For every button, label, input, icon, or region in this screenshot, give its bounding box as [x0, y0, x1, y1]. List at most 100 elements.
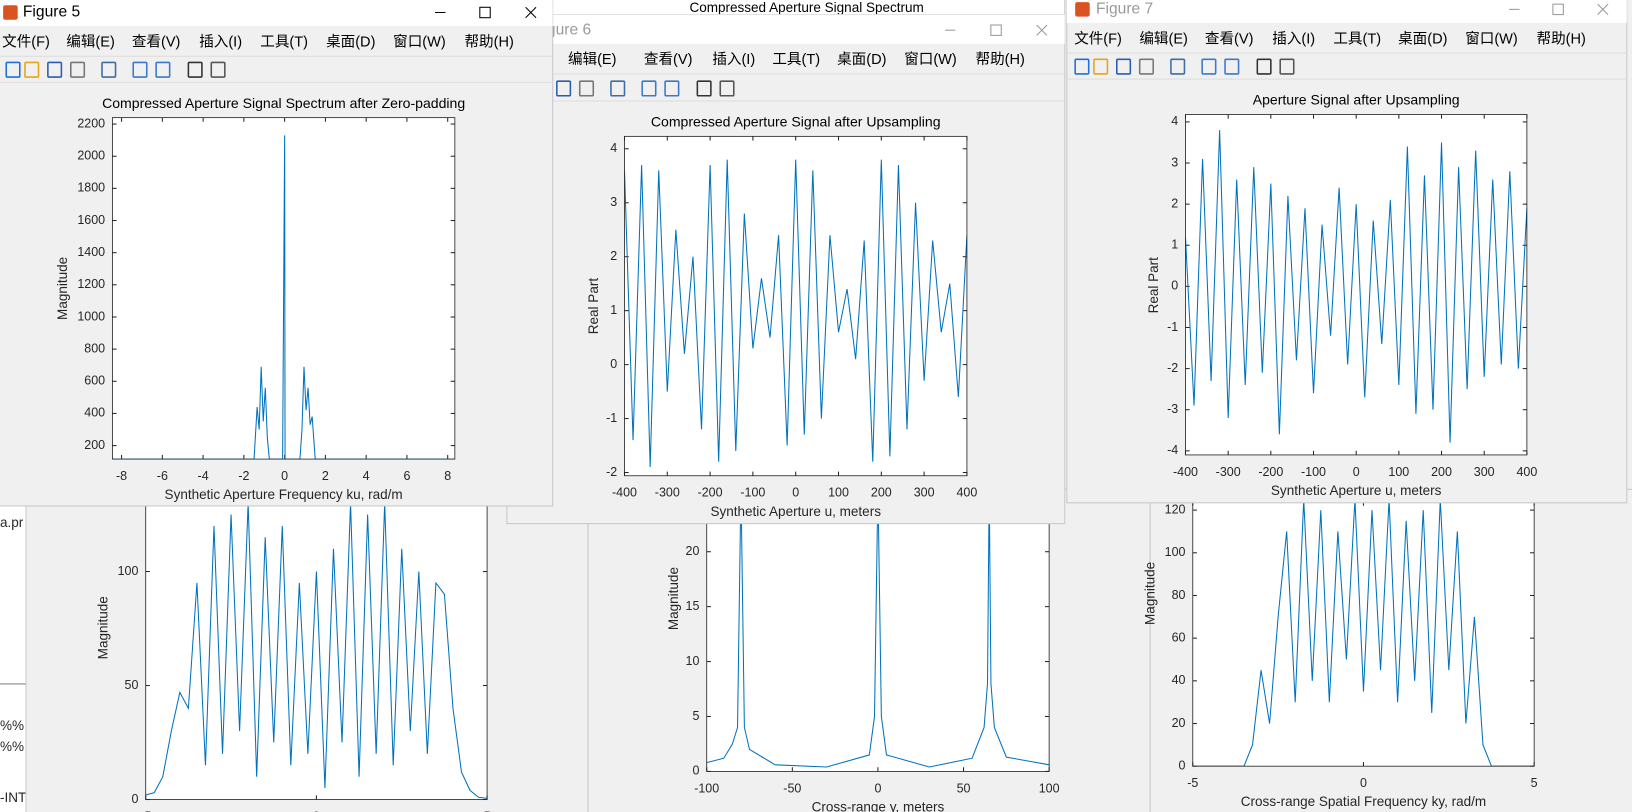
toolbar-button[interactable] — [1093, 58, 1109, 75]
toolbar-button[interactable] — [556, 80, 572, 97]
editor-panel — [0, 499, 28, 812]
signal-line — [145, 503, 488, 799]
y-tick-label: 1 — [610, 303, 617, 317]
toolbar-button[interactable] — [155, 61, 171, 78]
y-tick-label: 120 — [1165, 502, 1186, 516]
toolbar-button[interactable] — [719, 80, 735, 97]
toolbar-button[interactable] — [1170, 58, 1186, 75]
menu-item[interactable]: 编辑(E) — [66, 34, 115, 51]
toolbar-button[interactable] — [69, 61, 86, 78]
toolbar-button[interactable] — [1074, 58, 1090, 75]
y-tick-label: 3 — [1171, 155, 1178, 169]
y-tick-label: -2 — [1167, 361, 1178, 375]
y-tick-label: 1800 — [77, 181, 105, 195]
x-tick-label: -8 — [116, 469, 127, 483]
y-tick-label: 60 — [1172, 630, 1186, 644]
menu-item[interactable]: 查看(V) — [1205, 30, 1254, 47]
y-tick-label: 40 — [1172, 673, 1186, 687]
toolbar-button[interactable] — [1279, 58, 1295, 75]
x-tick-label: 5 — [1531, 776, 1538, 790]
y-axis-label: Magnitude — [55, 257, 70, 320]
toolbar-button[interactable] — [47, 61, 63, 78]
x-tick-label: 0 — [1360, 776, 1367, 790]
x-tick-label: 400 — [1516, 465, 1537, 479]
x-tick-label: 0 — [313, 810, 320, 812]
figure-window: Figure 6文件(F)编辑(E)查看(V)插入(I)工具(T)桌面(D)窗口… — [502, 14, 1066, 525]
menu-item[interactable]: 插入(I) — [712, 51, 755, 68]
menu-item[interactable]: 桌面(D) — [326, 34, 375, 51]
y-tick-label: 400 — [84, 406, 105, 420]
axes-background — [706, 502, 1050, 772]
menu-item[interactable]: 文件(F) — [1074, 30, 1122, 47]
toolbar-button[interactable] — [1256, 58, 1272, 75]
toolbar-button[interactable] — [24, 61, 40, 78]
menu-item[interactable]: 编辑(E) — [1139, 30, 1188, 47]
y-tick-label: -4 — [1167, 443, 1178, 457]
menu-item[interactable]: 插入(I) — [1272, 30, 1315, 47]
maximize-button[interactable] — [990, 24, 1002, 36]
x-tick-label: -300 — [655, 486, 680, 500]
menu-item[interactable]: 桌面(D) — [1398, 30, 1447, 47]
y-axis-label: Real Part — [586, 278, 601, 335]
toolbar-button[interactable] — [132, 61, 148, 78]
axes-box — [624, 135, 968, 477]
x-tick-label: 0 — [874, 781, 881, 795]
x-tick-label: 6 — [403, 469, 410, 483]
maximize-button[interactable] — [479, 6, 491, 19]
menu-item[interactable]: 帮助(H) — [976, 51, 1025, 68]
y-tick-label: 2 — [610, 249, 617, 263]
y-tick-label: 10 — [686, 654, 700, 668]
x-tick-label: 200 — [871, 486, 892, 500]
x-tick-label: 50 — [957, 781, 971, 795]
menu-item[interactable]: 查看(V) — [132, 34, 181, 51]
menu-item[interactable]: 窗口(W) — [904, 50, 957, 68]
y-tick-label: 4 — [1171, 114, 1178, 128]
toolbar-button[interactable] — [1138, 58, 1155, 75]
x-tick-label: 400 — [956, 486, 977, 500]
toolbar-button[interactable] — [101, 61, 117, 78]
menu-item[interactable]: 工具(T) — [772, 52, 820, 68]
x-tick-label: -100 — [694, 781, 719, 795]
maximize-button[interactable] — [1552, 3, 1564, 16]
menu-item[interactable]: 桌面(D) — [837, 51, 886, 68]
toolbar-button[interactable] — [1201, 58, 1217, 75]
y-axis-label: Real Part — [1146, 257, 1161, 314]
x-tick-label: -200 — [698, 486, 723, 500]
menu-item[interactable]: 帮助(H) — [465, 34, 514, 51]
toolbar-button[interactable] — [187, 61, 203, 78]
y-tick-label: 1400 — [77, 245, 105, 259]
toolbar-button[interactable] — [641, 80, 657, 97]
toolbar-button[interactable] — [578, 80, 595, 97]
menu-item[interactable]: 窗口(W) — [1465, 29, 1518, 47]
background-window: Compressed Aperture Signal Spectrum — [506, 0, 1066, 18]
toolbar-button[interactable] — [5, 61, 21, 78]
x-tick-label: -100 — [740, 486, 765, 500]
menu-item[interactable]: 帮助(H) — [1537, 30, 1586, 47]
menu-item[interactable]: 窗口(W) — [393, 33, 446, 51]
signal-line — [1185, 130, 1527, 443]
menu-item[interactable]: 查看(V) — [644, 51, 693, 68]
toolbar-button[interactable] — [696, 80, 712, 97]
menu-item[interactable]: 插入(I) — [199, 34, 242, 51]
x-tick-label: -400 — [1173, 465, 1198, 479]
close-button[interactable] — [525, 6, 537, 19]
toolbar-button[interactable] — [1116, 58, 1132, 75]
toolbar-button[interactable] — [610, 80, 626, 97]
menu-item[interactable]: 编辑(E) — [568, 51, 617, 68]
menu-item[interactable]: 工具(T) — [1333, 31, 1381, 47]
menu-item[interactable]: 工具(T) — [260, 35, 308, 51]
toolbar-button[interactable] — [1224, 58, 1240, 75]
figure-window: -505050100Magnitude — [25, 479, 589, 812]
toolbar-button[interactable] — [664, 80, 680, 97]
toolbar-button[interactable] — [210, 61, 226, 78]
title-bar — [1066, 0, 1627, 23]
menu-item[interactable]: 文件(F) — [2, 34, 50, 51]
y-tick-label: -3 — [1167, 402, 1178, 416]
y-tick-label: 20 — [686, 544, 700, 558]
close-button[interactable] — [1036, 24, 1048, 36]
title-bar — [0, 0, 553, 27]
axes-background — [1192, 501, 1535, 767]
axes-background — [624, 136, 967, 476]
signal-line — [706, 502, 1050, 768]
close-button[interactable] — [1597, 3, 1609, 15]
